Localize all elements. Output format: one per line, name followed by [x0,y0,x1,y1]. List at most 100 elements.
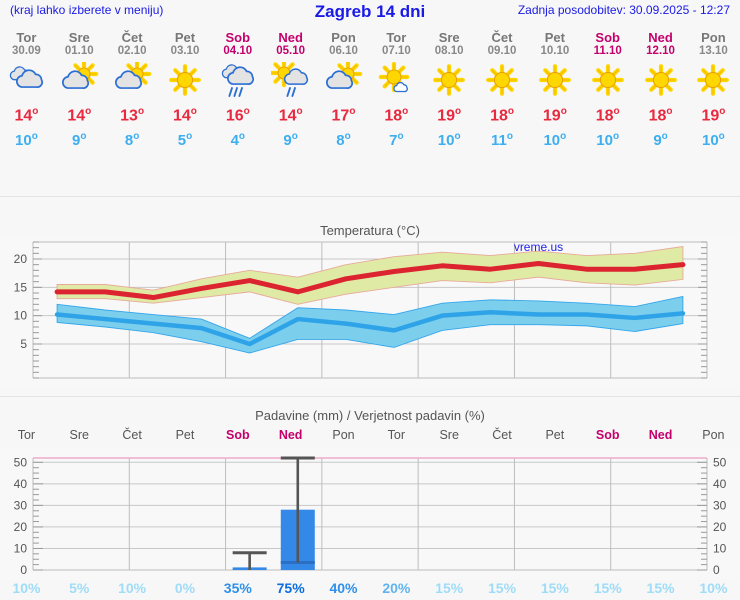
max-temperature: 18o [490,106,514,125]
min-temperature: 5o [177,131,193,150]
precip-probability: 40% [329,580,358,596]
svg-text:40: 40 [713,477,727,491]
forecast-day-2[interactable]: Sre 01.10 14o 9o [53,26,106,151]
svg-text:30: 30 [713,498,727,512]
precip-day-label: Pet [545,428,565,442]
min-temperature: 9o [653,131,668,150]
min-temperature: 10o [15,131,38,150]
forecast-day-12[interactable]: Sob 11.10 18o 10o [581,26,634,151]
forecast-day-10[interactable]: Čet 09.10 18o 11o [476,26,529,151]
precipitation-plot-svg: 50 50 40 40 30 30 20 20 10 10 0 0 [14,455,727,577]
forecast-day-4[interactable]: Pet 03.10 14o 5o [159,26,212,151]
max-temperature: 18o [384,106,409,125]
precip-day-label: Ned [648,428,673,442]
day-name: Čet [121,30,143,45]
sunny-icon [687,61,740,101]
temperature-plot-svg: 20 15 10 5 vreme.us [14,240,708,379]
day-date: 04.10 [223,45,253,57]
precip-probability: 75% [276,580,305,596]
svg-text:10: 10 [14,541,28,555]
rain-icon [211,61,264,101]
max-temperature: 16o [225,106,250,125]
precip-day-label: Sre [439,428,459,442]
strip-divider [0,196,740,197]
svg-text:0: 0 [20,563,27,577]
day-date: 10.10 [540,45,570,57]
forecast-day-1[interactable]: Tor 30.09 14o 10o [0,26,53,151]
forecast-day-3[interactable]: Čet 02.10 13o 8o [106,26,159,151]
day-date: 05.10 [276,45,306,57]
max-temperature: 17o [331,106,356,125]
temperature-chart-title: Temperatura (°C) [320,223,420,238]
day-date: 30.09 [12,45,41,57]
partly-sunny-icon [106,61,159,101]
svg-text:20: 20 [713,520,727,534]
day-name: Sob [595,30,620,45]
precip-day-label: Sob [595,428,620,442]
min-temperature: 10o [543,131,567,150]
precipitation-chart-title: Padavine (mm) / Verjetnost padavin (%) [255,408,485,423]
precip-probability: 5% [69,580,90,596]
forecast-day-11[interactable]: Pet 10.10 19o 10o [528,26,581,151]
svg-text:5: 5 [20,337,27,351]
svg-text:0: 0 [713,563,720,577]
svg-text:15: 15 [14,280,28,294]
precip-probability: 15% [488,580,517,596]
precip-day-label: Pon [332,428,355,442]
min-temperature: 9o [72,131,87,150]
day-name: Tor [16,30,37,45]
day-date: 06.10 [329,45,358,57]
min-temperature: 7o [389,131,404,150]
min-temperature: 8o [124,131,140,150]
precip-probability: 20% [382,580,411,596]
day-name: Sob [225,30,251,45]
temperature-plot-area: 20 15 10 5 vreme.us [0,238,740,388]
precip-probability: 15% [540,580,569,596]
last-updated-label: Zadnja posodobitev: 30.09.2025 - 12:27 [517,3,730,17]
svg-text:30: 30 [14,498,28,512]
partly-sunny-icon [317,61,370,101]
min-temperature: 10o [596,131,620,150]
page-title: Zagreb 14 dni [314,2,426,21]
sunny-icon [423,61,476,101]
max-temperature: 18o [595,106,620,125]
location-hint: (kraj lahko izberete v meniju) [10,3,164,17]
svg-text:vreme.us: vreme.us [514,240,563,254]
svg-text:20: 20 [14,520,28,534]
precip-day-label: Sre [69,428,89,442]
sunny-cloud-icon [370,61,423,101]
sunny-icon [476,61,529,101]
cloudy-icon [0,61,53,101]
min-temperature: 9o [283,131,298,150]
svg-text:50: 50 [14,455,28,469]
min-temperature: 10o [437,131,461,150]
precip-day-label: Čet [492,428,512,442]
day-name: Sre [438,30,460,45]
max-temperature: 19o [542,106,567,125]
day-name: Ned [648,30,673,45]
forecast-day-8[interactable]: Tor 07.10 18o 7o [370,26,423,151]
forecast-day-9[interactable]: Sre 08.10 19o 10o [423,26,476,151]
min-temperature: 11o [491,131,513,150]
forecast-day-6[interactable]: Ned 05.10 14o 9o [264,26,317,151]
forecast-day-13[interactable]: Ned 12.10 18o 9o [634,26,687,151]
forecast-day-14[interactable]: Pon 13.10 19o 10o [687,26,740,151]
chart-divider [0,396,740,397]
day-date: 02.10 [117,45,147,57]
day-name: Pon [331,30,356,45]
svg-text:50: 50 [713,455,727,469]
day-date: 08.10 [434,45,464,57]
forecast-day-5[interactable]: Sob 04.10 16o 4o [211,26,264,151]
day-name: Čet [491,30,513,45]
day-name: Sre [68,30,90,45]
min-temperature: 10o [701,131,725,150]
partly-sunny-icon [53,61,106,101]
forecast-day-7[interactable]: Pon 06.10 17o 8o [317,26,370,151]
sun-rain-icon [264,61,317,101]
precipitation-day-labels: Tor Sre Čet Pet Sob Ned Pon Tor Sre Čet Pet Sob Ned P… [0,428,740,442]
day-date: 09.10 [487,45,517,57]
precip-day-label: Tor [17,428,36,442]
sunny-icon [634,61,687,101]
svg-text:20: 20 [14,252,28,266]
